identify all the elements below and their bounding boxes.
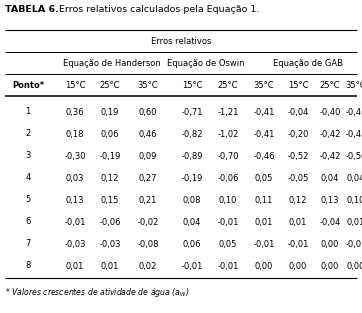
Text: * Valores crescentes de atividade de água (a$_{W}$): * Valores crescentes de atividade de águ… xyxy=(5,286,190,299)
Text: 25°C: 25°C xyxy=(100,80,120,90)
Text: 0,08: 0,08 xyxy=(183,196,201,204)
Text: 0,04: 0,04 xyxy=(183,218,201,227)
Text: 15°C: 15°C xyxy=(182,80,202,90)
Text: Erros relativos: Erros relativos xyxy=(151,37,211,45)
Text: -0,01: -0,01 xyxy=(64,218,86,227)
Text: 0,00: 0,00 xyxy=(255,261,273,270)
Text: 0,21: 0,21 xyxy=(139,196,157,204)
Text: Ponto*: Ponto* xyxy=(12,80,44,90)
Text: TABELA 6.: TABELA 6. xyxy=(5,5,59,14)
Text: 0,03: 0,03 xyxy=(66,173,84,182)
Text: 0,10: 0,10 xyxy=(219,196,237,204)
Text: -0,06: -0,06 xyxy=(99,218,121,227)
Text: 15°C: 15°C xyxy=(288,80,308,90)
Text: -0,71: -0,71 xyxy=(181,107,203,116)
Text: 0,10: 0,10 xyxy=(347,196,362,204)
Text: Erros relativos calculados pela Equação 1.: Erros relativos calculados pela Equação … xyxy=(56,5,260,14)
Text: 0,09: 0,09 xyxy=(139,151,157,161)
Text: -0,46: -0,46 xyxy=(345,107,362,116)
Text: 0,05: 0,05 xyxy=(219,239,237,249)
Text: -0,45: -0,45 xyxy=(345,130,362,138)
Text: 0,06: 0,06 xyxy=(183,239,201,249)
Text: 1: 1 xyxy=(25,107,31,116)
Text: 0,01: 0,01 xyxy=(255,218,273,227)
Text: -1,02: -1,02 xyxy=(217,130,239,138)
Text: 3: 3 xyxy=(25,151,31,161)
Text: -0,01: -0,01 xyxy=(217,218,239,227)
Text: 0,00: 0,00 xyxy=(347,261,362,270)
Text: 0,02: 0,02 xyxy=(139,261,157,270)
Text: -0,01: -0,01 xyxy=(217,261,239,270)
Text: Equação de Handerson: Equação de Handerson xyxy=(63,59,161,68)
Text: 25°C: 25°C xyxy=(320,80,340,90)
Text: 8: 8 xyxy=(25,261,31,270)
Text: -0,03: -0,03 xyxy=(64,239,86,249)
Text: 0,13: 0,13 xyxy=(321,196,339,204)
Text: 4: 4 xyxy=(25,173,31,182)
Text: -0,89: -0,89 xyxy=(181,151,203,161)
Text: -0,19: -0,19 xyxy=(99,151,121,161)
Text: 6: 6 xyxy=(25,218,31,227)
Text: 35°C: 35°C xyxy=(346,80,362,90)
Text: -0,42: -0,42 xyxy=(319,130,341,138)
Text: 0,12: 0,12 xyxy=(289,196,307,204)
Text: -0,19: -0,19 xyxy=(181,173,203,182)
Text: -0,46: -0,46 xyxy=(253,151,275,161)
Text: 0,46: 0,46 xyxy=(139,130,157,138)
Text: 0,15: 0,15 xyxy=(101,196,119,204)
Text: 0,60: 0,60 xyxy=(139,107,157,116)
Text: -1,21: -1,21 xyxy=(217,107,239,116)
Text: 15°C: 15°C xyxy=(65,80,85,90)
Text: 0,04: 0,04 xyxy=(347,173,362,182)
Text: -0,01: -0,01 xyxy=(181,261,203,270)
Text: Equação de Oswin: Equação de Oswin xyxy=(167,59,245,68)
Text: -0,04: -0,04 xyxy=(287,107,309,116)
Text: 0,19: 0,19 xyxy=(101,107,119,116)
Text: 35°C: 35°C xyxy=(254,80,274,90)
Text: 0,12: 0,12 xyxy=(101,173,119,182)
Text: 0,01: 0,01 xyxy=(347,218,362,227)
Text: -0,50: -0,50 xyxy=(345,151,362,161)
Text: -0,41: -0,41 xyxy=(253,107,275,116)
Text: -0,04: -0,04 xyxy=(319,218,341,227)
Text: -0,82: -0,82 xyxy=(181,130,203,138)
Text: -0,01: -0,01 xyxy=(287,239,309,249)
Text: 0,00: 0,00 xyxy=(321,239,339,249)
Text: 0,11: 0,11 xyxy=(255,196,273,204)
Text: -0,08: -0,08 xyxy=(137,239,159,249)
Text: 0,27: 0,27 xyxy=(139,173,157,182)
Text: -0,30: -0,30 xyxy=(64,151,86,161)
Text: 0,01: 0,01 xyxy=(66,261,84,270)
Text: 7: 7 xyxy=(25,239,31,249)
Text: 0,00: 0,00 xyxy=(321,261,339,270)
Text: -0,05: -0,05 xyxy=(287,173,309,182)
Text: 5: 5 xyxy=(25,196,31,204)
Text: -0,01: -0,01 xyxy=(253,239,275,249)
Text: -0,42: -0,42 xyxy=(319,151,341,161)
Text: 0,00: 0,00 xyxy=(289,261,307,270)
Text: -0,52: -0,52 xyxy=(287,151,309,161)
Text: 0,13: 0,13 xyxy=(66,196,84,204)
Text: 0,05: 0,05 xyxy=(255,173,273,182)
Text: 0,01: 0,01 xyxy=(101,261,119,270)
Text: -0,70: -0,70 xyxy=(217,151,239,161)
Text: 35°C: 35°C xyxy=(138,80,158,90)
Text: 0,36: 0,36 xyxy=(66,107,84,116)
Text: 0,06: 0,06 xyxy=(101,130,119,138)
Text: -0,03: -0,03 xyxy=(99,239,121,249)
Text: 0,01: 0,01 xyxy=(289,218,307,227)
Text: -0,40: -0,40 xyxy=(319,107,341,116)
Text: 0,18: 0,18 xyxy=(66,130,84,138)
Text: -0,41: -0,41 xyxy=(253,130,275,138)
Text: -0,01: -0,01 xyxy=(345,239,362,249)
Text: Equação de GAB: Equação de GAB xyxy=(273,59,343,68)
Text: 0,04: 0,04 xyxy=(321,173,339,182)
Text: 2: 2 xyxy=(25,130,31,138)
Text: 25°C: 25°C xyxy=(218,80,238,90)
Text: -0,02: -0,02 xyxy=(137,218,159,227)
Text: -0,20: -0,20 xyxy=(287,130,309,138)
Text: -0,06: -0,06 xyxy=(217,173,239,182)
